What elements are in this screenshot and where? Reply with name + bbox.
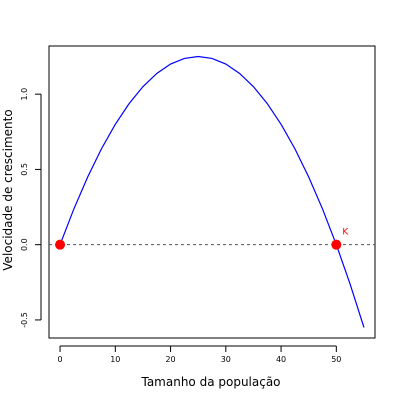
y-tick-label: 1.0 xyxy=(20,88,29,101)
y-tick-label: 0.5 xyxy=(20,163,29,176)
y-tick-label: -0.5 xyxy=(20,312,29,328)
equilibrium-point xyxy=(55,239,66,250)
y-axis-label: Velocidade de crescimento xyxy=(1,109,15,270)
x-tick-label: 10 xyxy=(110,355,120,364)
x-tick-label: 40 xyxy=(276,355,286,364)
growth-rate-curve xyxy=(59,55,365,328)
equilibrium-point xyxy=(331,239,342,250)
x-tick-label: 30 xyxy=(221,355,231,364)
y-tick-label: 0.0 xyxy=(20,238,29,251)
x-tick-label: 20 xyxy=(165,355,175,364)
carrying-capacity-label: K xyxy=(342,228,349,238)
x-axis-label: Tamanho da população xyxy=(140,375,280,389)
y-axis-label-group: Velocidade de crescimento xyxy=(1,109,15,270)
x-tick-label: 50 xyxy=(331,355,341,364)
plot-frame xyxy=(48,45,376,339)
x-tick-label: 0 xyxy=(58,355,63,364)
